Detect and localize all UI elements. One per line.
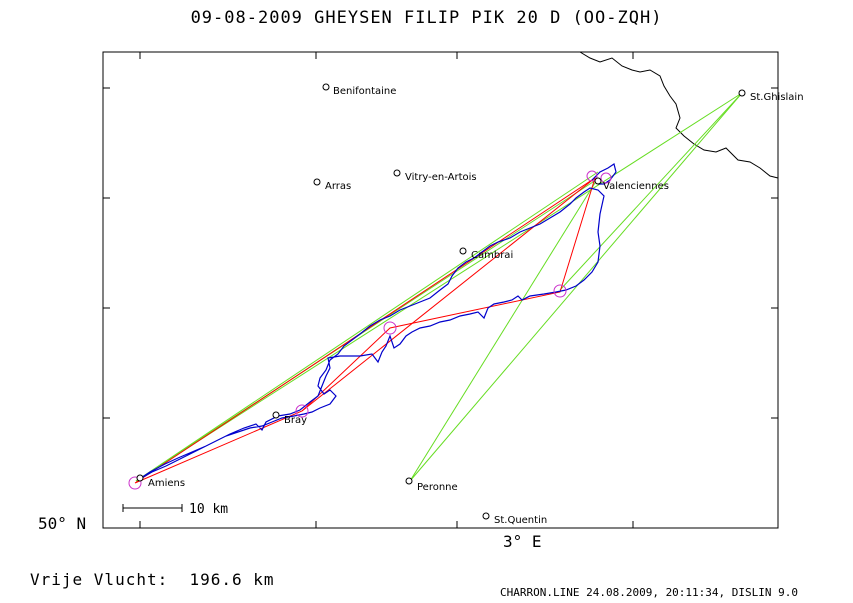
- place-label-st-quentin: St.Quentin: [494, 515, 547, 526]
- place-label-benifontaine: Benifontaine: [333, 86, 396, 97]
- place-label-vitry: Vitry-en-Artois: [405, 172, 477, 183]
- map-frame: [102, 51, 779, 529]
- scale-bar: [122, 504, 183, 512]
- longitude-label: 3° E: [503, 532, 542, 551]
- flight-label: Vrije Vlucht:: [30, 570, 169, 589]
- turnpoints: [128, 170, 612, 490]
- place-label-arras: Arras: [325, 181, 351, 192]
- flight-track: [137, 187, 605, 481]
- sector-lines: [135, 92, 743, 482]
- scale-bar-label: 10 km: [189, 502, 228, 517]
- place-label-bray: Bray: [284, 415, 307, 426]
- flight-distance: 196.6 km: [189, 570, 275, 589]
- left-ticks: [103, 87, 110, 419]
- top-ticks: [139, 52, 634, 59]
- place-markers: [136, 83, 746, 520]
- chart-title: 09-08-2009 GHEYSEN FILIP PIK 20 D (OO-ZQ…: [190, 8, 663, 28]
- country-border: [579, 51, 779, 179]
- flight-distance-info: Vrije Vlucht: 196.6 km: [30, 570, 275, 589]
- right-ticks: [771, 87, 778, 419]
- bottom-ticks: [139, 521, 634, 528]
- footer-credit: CHARRON.LINE 24.08.2009, 20:11:34, DISLI…: [500, 586, 799, 599]
- latitude-label: 50° N: [38, 514, 87, 533]
- task-route: [134, 176, 596, 484]
- place-label-st-ghislain: St.Ghislain: [750, 92, 804, 103]
- place-label-amiens: Amiens: [148, 478, 185, 489]
- task-leg: [301, 177, 596, 412]
- place-label-cambrai: Cambrai: [471, 250, 513, 261]
- place-label-peronne: Peronne: [417, 482, 458, 493]
- place-label-valenciennes: Valenciennes: [603, 181, 669, 192]
